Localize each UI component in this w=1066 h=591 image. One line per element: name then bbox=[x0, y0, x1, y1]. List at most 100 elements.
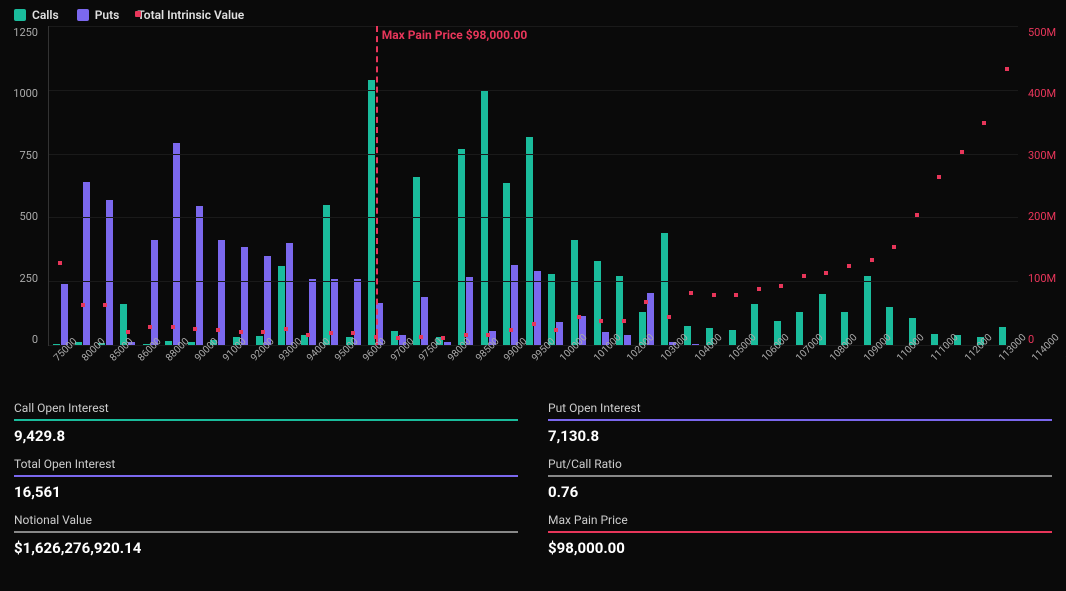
legend-calls[interactable]: Calls bbox=[14, 8, 59, 22]
put-bar[interactable] bbox=[196, 206, 203, 345]
intrinsic-dot[interactable] bbox=[779, 284, 783, 288]
intrinsic-dot[interactable] bbox=[622, 319, 626, 323]
bar-group[interactable] bbox=[252, 26, 275, 345]
call-bar[interactable] bbox=[571, 240, 578, 345]
bar-group[interactable] bbox=[635, 26, 658, 345]
bar-group[interactable] bbox=[567, 26, 590, 345]
bar-group[interactable] bbox=[928, 26, 951, 345]
bar-group[interactable] bbox=[545, 26, 568, 345]
call-bar[interactable] bbox=[661, 233, 668, 345]
call-bar[interactable] bbox=[458, 149, 465, 346]
intrinsic-dot[interactable] bbox=[81, 303, 85, 307]
intrinsic-dot[interactable] bbox=[306, 333, 310, 337]
bar-group[interactable] bbox=[793, 26, 816, 345]
bar-group[interactable] bbox=[747, 26, 770, 345]
intrinsic-dot[interactable] bbox=[554, 328, 558, 332]
bar-group[interactable] bbox=[319, 26, 342, 345]
intrinsic-dot[interactable] bbox=[396, 336, 400, 340]
bar-group[interactable] bbox=[612, 26, 635, 345]
bar-group[interactable] bbox=[162, 26, 185, 345]
bar-group[interactable] bbox=[860, 26, 883, 345]
call-bar[interactable] bbox=[931, 334, 938, 345]
bar-group[interactable] bbox=[49, 26, 72, 345]
intrinsic-dot[interactable] bbox=[712, 293, 716, 297]
call-bar[interactable] bbox=[999, 327, 1006, 345]
intrinsic-dot[interactable] bbox=[915, 213, 919, 217]
bar-group[interactable] bbox=[477, 26, 500, 345]
call-bar[interactable] bbox=[323, 205, 330, 345]
bar-group[interactable] bbox=[184, 26, 207, 345]
intrinsic-dot[interactable] bbox=[689, 291, 693, 295]
legend-intrinsic[interactable]: Total Intrinsic Value bbox=[137, 8, 244, 22]
bar-group[interactable] bbox=[229, 26, 252, 345]
intrinsic-dot[interactable] bbox=[103, 303, 107, 307]
intrinsic-dot[interactable] bbox=[239, 330, 243, 334]
put-bar[interactable] bbox=[173, 143, 180, 345]
bar-group[interactable] bbox=[770, 26, 793, 345]
intrinsic-dot[interactable] bbox=[329, 331, 333, 335]
intrinsic-dot[interactable] bbox=[441, 336, 445, 340]
call-bar[interactable] bbox=[729, 330, 736, 345]
call-bar[interactable] bbox=[796, 312, 803, 345]
intrinsic-dot[interactable] bbox=[216, 328, 220, 332]
legend-puts[interactable]: Puts bbox=[77, 8, 120, 22]
bar-group[interactable] bbox=[410, 26, 433, 345]
bar-group[interactable] bbox=[94, 26, 117, 345]
bar-group[interactable] bbox=[297, 26, 320, 345]
intrinsic-dot[interactable] bbox=[126, 330, 130, 334]
intrinsic-dot[interactable] bbox=[667, 315, 671, 319]
put-bar[interactable] bbox=[83, 182, 90, 345]
intrinsic-dot[interactable] bbox=[486, 333, 490, 337]
call-bar[interactable] bbox=[368, 80, 375, 345]
bar-group[interactable] bbox=[342, 26, 365, 345]
bar-group[interactable] bbox=[455, 26, 478, 345]
bar-group[interactable] bbox=[838, 26, 861, 345]
intrinsic-dot[interactable] bbox=[802, 274, 806, 278]
bar-group[interactable] bbox=[973, 26, 996, 345]
bar-group[interactable] bbox=[139, 26, 162, 345]
intrinsic-dot[interactable] bbox=[644, 300, 648, 304]
bar-group[interactable] bbox=[905, 26, 928, 345]
bar-group[interactable] bbox=[657, 26, 680, 345]
bar-group[interactable] bbox=[995, 26, 1018, 345]
intrinsic-dot[interactable] bbox=[284, 327, 288, 331]
call-bar[interactable] bbox=[864, 276, 871, 345]
intrinsic-dot[interactable] bbox=[734, 293, 738, 297]
call-bar[interactable] bbox=[278, 266, 285, 345]
call-bar[interactable] bbox=[548, 274, 555, 345]
intrinsic-dot[interactable] bbox=[847, 264, 851, 268]
bar-group[interactable] bbox=[680, 26, 703, 345]
intrinsic-dot[interactable] bbox=[351, 331, 355, 335]
bar-group[interactable] bbox=[274, 26, 297, 345]
intrinsic-dot[interactable] bbox=[148, 325, 152, 329]
bar-group[interactable] bbox=[432, 26, 455, 345]
intrinsic-dot[interactable] bbox=[892, 245, 896, 249]
intrinsic-dot[interactable] bbox=[982, 121, 986, 125]
put-bar[interactable] bbox=[151, 240, 158, 345]
intrinsic-dot[interactable] bbox=[58, 261, 62, 265]
bar-group[interactable] bbox=[590, 26, 613, 345]
call-bar[interactable] bbox=[594, 261, 601, 345]
bar-group[interactable] bbox=[207, 26, 230, 345]
bar-group[interactable] bbox=[950, 26, 973, 345]
call-bar[interactable] bbox=[526, 137, 533, 345]
intrinsic-dot[interactable] bbox=[171, 325, 175, 329]
intrinsic-dot[interactable] bbox=[757, 287, 761, 291]
call-bar[interactable] bbox=[413, 177, 420, 345]
intrinsic-dot[interactable] bbox=[960, 150, 964, 154]
intrinsic-dot[interactable] bbox=[532, 322, 536, 326]
put-bar[interactable] bbox=[511, 265, 518, 345]
intrinsic-dot[interactable] bbox=[261, 330, 265, 334]
intrinsic-dot[interactable] bbox=[577, 315, 581, 319]
put-bar[interactable] bbox=[106, 200, 113, 345]
bar-group[interactable] bbox=[883, 26, 906, 345]
plot-area[interactable]: Max Pain Price $98,000.00 bbox=[48, 26, 1018, 346]
put-bar[interactable] bbox=[61, 284, 68, 345]
bar-group[interactable] bbox=[72, 26, 95, 345]
bar-group[interactable] bbox=[815, 26, 838, 345]
intrinsic-dot[interactable] bbox=[824, 271, 828, 275]
put-bar[interactable] bbox=[556, 322, 563, 345]
bar-group[interactable] bbox=[387, 26, 410, 345]
bar-group[interactable] bbox=[522, 26, 545, 345]
intrinsic-dot[interactable] bbox=[599, 319, 603, 323]
